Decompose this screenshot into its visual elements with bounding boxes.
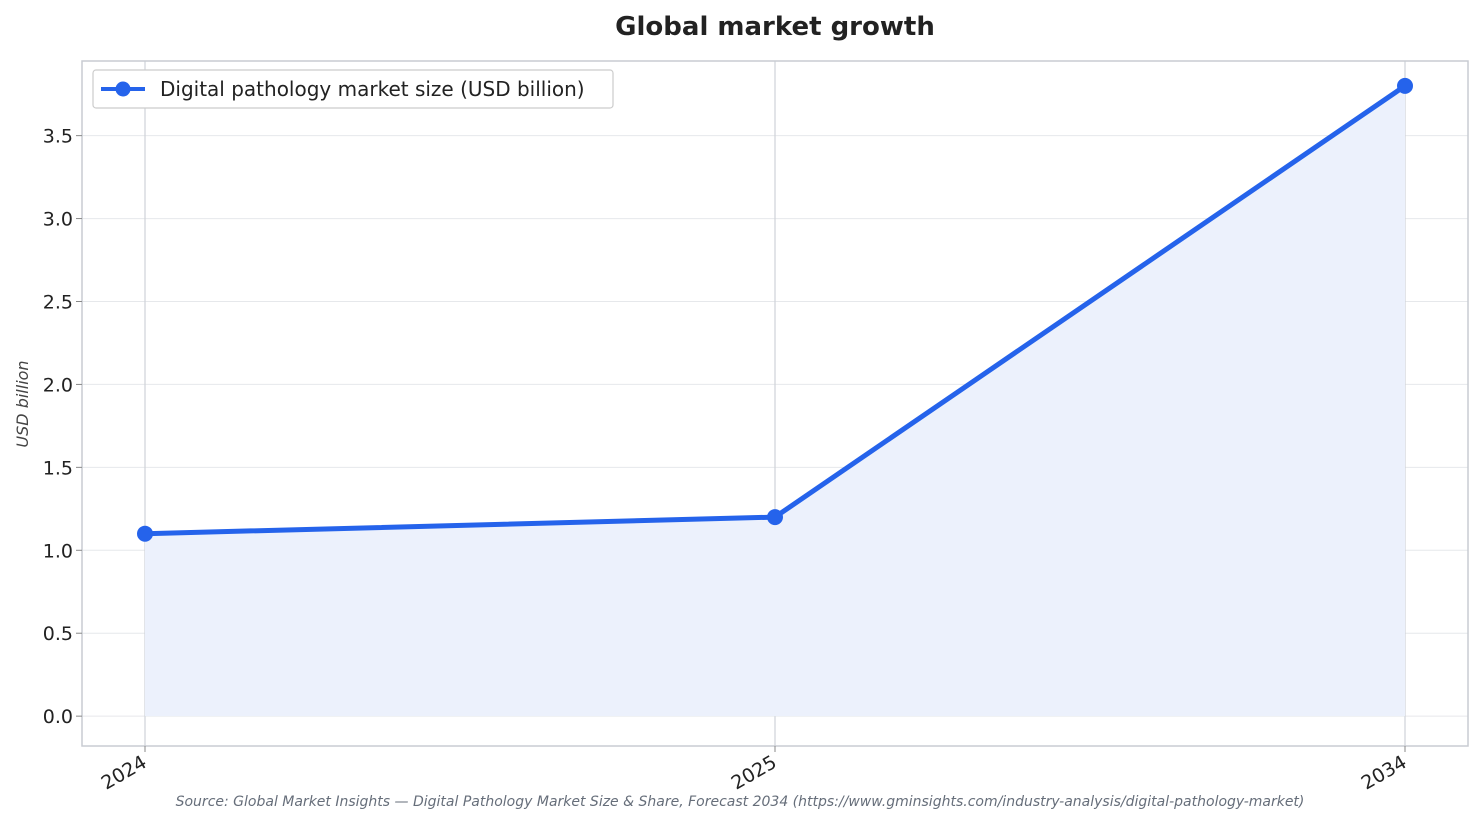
y-tick-label: 0.0 (43, 706, 73, 728)
series-area-fill (145, 85, 1405, 717)
data-point (1397, 77, 1413, 94)
y-axis-ticks: 0.0 0.5 1.0 1.5 2.0 2.5 3.0 3.5 (43, 126, 82, 728)
y-tick-label: 1.5 (43, 457, 73, 479)
chart-title: Global market growth (615, 12, 935, 42)
y-tick-label: 2.5 (43, 291, 73, 313)
y-tick-label: 3.0 (43, 209, 73, 231)
x-tick-label: 2025 (728, 751, 781, 794)
x-tick-label: 2034 (1358, 751, 1411, 794)
series-area-group (145, 85, 1405, 717)
legend-marker-swatch (115, 81, 131, 97)
legend-label: Digital pathology market size (USD billi… (160, 77, 585, 101)
y-tick-label: 3.5 (43, 126, 73, 148)
source-note: Source: Global Market Insights — Digital… (176, 794, 1305, 810)
y-tick-label: 0.5 (43, 623, 73, 645)
data-point (137, 525, 153, 542)
series-points-group (137, 77, 1413, 542)
y-tick-label: 2.0 (43, 374, 73, 396)
y-tick-label: 1.0 (43, 540, 73, 562)
x-axis-ticks: 2024 2025 2034 (98, 746, 1411, 795)
y-axis-label: USD billion (13, 360, 32, 447)
legend: Digital pathology market size (USD billi… (92, 69, 614, 109)
legend-box (92, 69, 614, 109)
data-point (767, 509, 783, 526)
x-tick-label: 2024 (98, 751, 151, 794)
